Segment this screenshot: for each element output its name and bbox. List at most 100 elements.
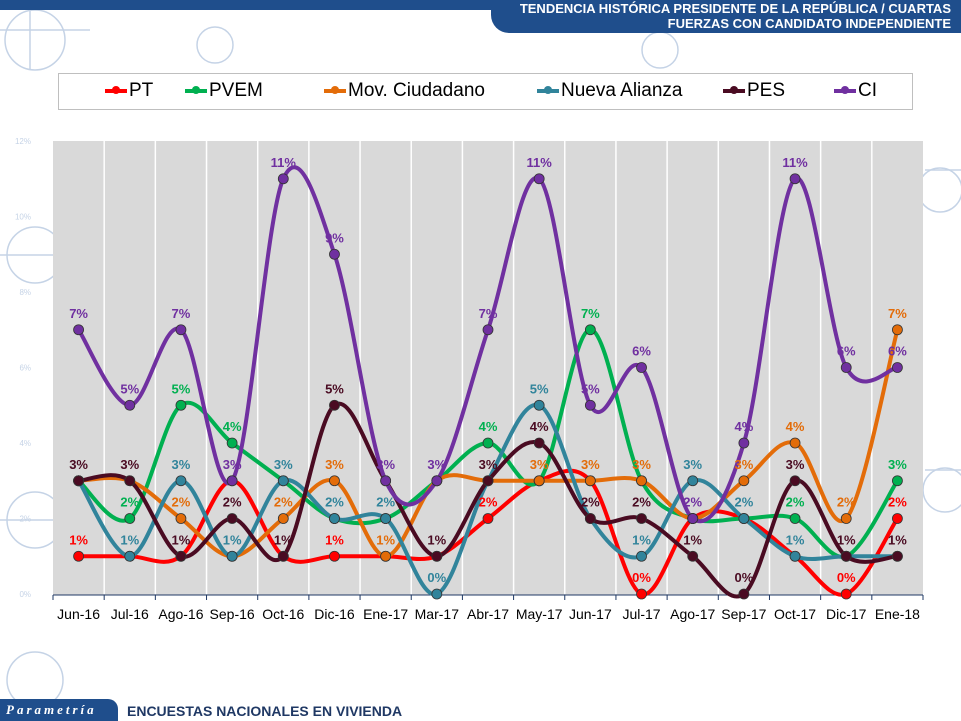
data-label-nueva-alianza: 5% [530, 381, 549, 396]
data-label-ci: 7% [172, 306, 191, 321]
data-point-mov-ciudadano [789, 437, 801, 449]
data-label-pvem: 4% [479, 419, 498, 434]
data-label-mov-ciudadano: 3% [632, 457, 651, 472]
data-point-nueva-alianza [124, 550, 136, 562]
data-point-nueva-alianza [789, 550, 801, 562]
page-title: TENDENCIA HISTÓRICA PRESIDENTE DE LA REP… [491, 0, 961, 33]
legend-label-pes: PES [747, 80, 786, 101]
legend-item-pes: PES [723, 80, 785, 102]
data-point-pvem [124, 513, 136, 524]
data-label-ci: 6% [888, 344, 907, 359]
legend-swatch-pt [105, 86, 127, 94]
title-line-1: TENDENCIA HISTÓRICA PRESIDENTE DE LA REP… [519, 1, 951, 16]
x-tick-label: Dic-16 [314, 606, 355, 622]
x-tick-label: Jul-17 [622, 606, 660, 622]
data-point-pes [226, 513, 238, 524]
y-tick-label: 10% [15, 213, 31, 222]
data-label-nueva-alianza: 2% [325, 495, 344, 510]
data-point-pes [738, 588, 750, 600]
data-point-ci [687, 513, 699, 524]
data-point-pvem [584, 324, 596, 336]
data-point-mov-ciudadano [277, 513, 289, 524]
legend-item-pvem: PVEM [185, 80, 263, 102]
data-label-pt: 1% [325, 532, 344, 547]
data-label-pes: 2% [223, 495, 242, 510]
x-tick-label: Mar-17 [415, 606, 460, 622]
data-label-pes: 5% [325, 381, 344, 396]
data-point-pes [124, 475, 136, 487]
footer-text: ENCUESTAS NACIONALES EN VIVIENDA [127, 703, 403, 719]
y-tick-label: 12% [15, 137, 31, 146]
y-tick-label: 2% [19, 515, 31, 524]
x-tick-label: Dic-17 [826, 606, 867, 622]
title-line-2: FUERZAS CON CANDIDATO INDEPENDIENTE [667, 16, 951, 31]
data-label-ci: 5% [581, 381, 600, 396]
data-label-pes: 1% [274, 532, 293, 547]
legend-label-nueva-alianza: Nueva Alianza [561, 80, 683, 101]
data-label-pt: 2% [888, 495, 907, 510]
data-point-ci [124, 399, 136, 411]
series-lines [76, 165, 900, 599]
data-label-mov-ciudadano: 1% [376, 532, 395, 547]
data-label-pes: 2% [632, 495, 651, 510]
data-point-ci [431, 475, 443, 487]
data-label-ci: 7% [69, 306, 88, 321]
data-point-nueva-alianza [431, 588, 443, 600]
data-point-pes [892, 550, 903, 562]
chart-legend: PT PVEM Mov. Ciudadano Nueva Alianza PES… [58, 73, 913, 110]
data-point-ci [175, 324, 187, 336]
x-tick-label: Sep-16 [210, 606, 255, 622]
data-label-pt: 2% [479, 495, 498, 510]
header-bar [0, 0, 961, 10]
data-label-mov-ciudadano: 7% [888, 306, 907, 321]
data-label-pes: 3% [69, 457, 88, 472]
data-label-pes: 3% [120, 457, 139, 472]
data-point-nueva-alianza [277, 475, 289, 487]
data-label-pvem: 5% [172, 381, 191, 396]
x-tick-label: Jun-17 [569, 606, 612, 622]
data-point-ci [329, 248, 340, 260]
data-point-pvem [226, 437, 238, 449]
data-label-nueva-alianza: 1% [632, 532, 651, 547]
data-point-ci [533, 173, 545, 185]
data-label-nueva-alianza: 0% [427, 570, 446, 585]
data-label-pes: 3% [786, 457, 805, 472]
data-point-pes [277, 550, 289, 562]
data-point-mov-ciudadano [533, 475, 545, 487]
data-label-ci: 6% [837, 344, 856, 359]
data-label-pt: 0% [632, 570, 651, 585]
legend-swatch-pvem [185, 86, 207, 94]
data-point-pes [73, 475, 84, 487]
data-label-ci: 3% [376, 457, 395, 472]
data-point-nueva-alianza [738, 513, 750, 524]
legend-item-pt: PT [105, 80, 153, 102]
data-label-pt: 1% [69, 532, 88, 547]
legend-swatch-pes [723, 86, 745, 94]
data-label-pes: 1% [427, 532, 446, 547]
data-point-ci [277, 173, 289, 185]
data-point-ci [636, 362, 647, 373]
data-label-nueva-alianza: 1% [223, 532, 242, 547]
data-label-pes: 3% [479, 457, 498, 472]
data-label-pt: 0% [837, 570, 856, 585]
x-tick-label: Oct-16 [262, 606, 304, 622]
data-label-mov-ciudadano: 3% [530, 457, 549, 472]
data-point-pvem [482, 437, 494, 449]
data-label-pes: 0% [734, 570, 753, 585]
data-label-ci: 11% [527, 155, 553, 170]
data-point-ci [73, 324, 84, 336]
data-label-mov-ciudadano: 2% [837, 495, 856, 510]
y-tick-label: 8% [19, 288, 31, 297]
x-axis: Jun-16 Jul-16 Ago-16 Sep-16 Oct-16 Dic-16 Ene-… [52, 594, 924, 622]
data-label-ci: 3% [223, 457, 242, 472]
parametria-logo: Parametría [0, 699, 118, 721]
x-tick-label: Ago-17 [670, 606, 715, 622]
data-point-mov-ciudadano [840, 513, 852, 524]
legend-item-mov-ciudadano: Mov. Ciudadano [324, 80, 485, 102]
data-point-nueva-alianza [533, 399, 545, 411]
data-point-pvem [892, 475, 903, 487]
data-point-mov-ciudadano [380, 550, 392, 562]
data-label-mov-ciudadano: 2% [274, 495, 293, 510]
